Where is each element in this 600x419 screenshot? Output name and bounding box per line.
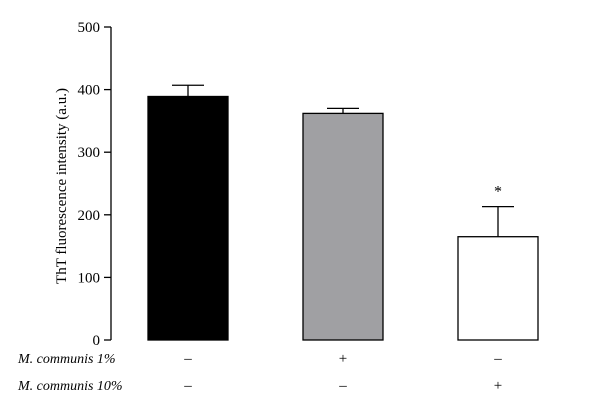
bar (302, 112, 384, 341)
condition-sign: – (338, 378, 347, 394)
bar-series: * (147, 84, 539, 341)
condition-table: M. communis 1% – + – M. communis 10% – – + (17, 351, 502, 394)
condition-sign: + (494, 378, 502, 394)
y-tick-label: 200 (78, 208, 101, 224)
condition-sign: – (493, 351, 502, 367)
y-axis-title: ThT fluorescence intensity (a.u.) (54, 88, 70, 284)
condition-sign: + (339, 351, 347, 367)
y-tick-label: 0 (93, 333, 101, 349)
condition-label: M. communis 1% (17, 352, 116, 367)
y-axis: 0 100 200 300 400 500 (78, 20, 112, 349)
y-tick-label: 100 (78, 270, 101, 286)
bar (457, 236, 539, 341)
y-tick-label: 500 (78, 20, 101, 36)
condition-sign: – (183, 378, 192, 394)
condition-label: M. communis 10% (17, 379, 123, 394)
condition-sign: – (183, 351, 192, 367)
y-tick-label: 400 (78, 83, 101, 99)
significance-marker: * (494, 184, 502, 201)
bar (147, 95, 229, 341)
y-tick-label: 300 (78, 145, 101, 161)
